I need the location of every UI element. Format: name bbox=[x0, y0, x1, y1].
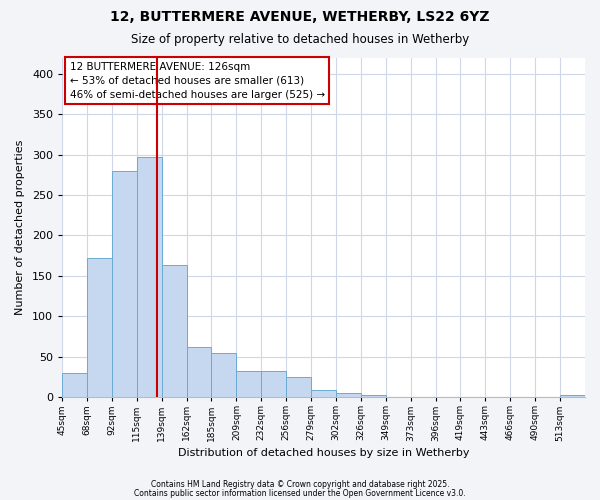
Bar bbox=[87, 258, 112, 397]
Text: Contains HM Land Registry data © Crown copyright and database right 2025.: Contains HM Land Registry data © Crown c… bbox=[151, 480, 449, 489]
Bar bbox=[112, 170, 137, 397]
Bar bbox=[187, 347, 211, 397]
Bar bbox=[137, 157, 161, 397]
Bar bbox=[161, 266, 187, 397]
Bar bbox=[236, 372, 261, 397]
Bar bbox=[286, 377, 311, 397]
Text: 12, BUTTERMERE AVENUE, WETHERBY, LS22 6YZ: 12, BUTTERMERE AVENUE, WETHERBY, LS22 6Y… bbox=[110, 10, 490, 24]
Bar bbox=[311, 390, 336, 397]
Bar bbox=[62, 373, 87, 397]
Bar bbox=[361, 395, 386, 397]
Text: 12 BUTTERMERE AVENUE: 126sqm
← 53% of detached houses are smaller (613)
46% of s: 12 BUTTERMERE AVENUE: 126sqm ← 53% of de… bbox=[70, 62, 325, 100]
Bar bbox=[211, 352, 236, 397]
X-axis label: Distribution of detached houses by size in Wetherby: Distribution of detached houses by size … bbox=[178, 448, 469, 458]
Text: Contains public sector information licensed under the Open Government Licence v3: Contains public sector information licen… bbox=[134, 488, 466, 498]
Bar bbox=[560, 395, 585, 397]
Bar bbox=[261, 372, 286, 397]
Bar bbox=[336, 393, 361, 397]
Y-axis label: Number of detached properties: Number of detached properties bbox=[15, 140, 25, 315]
Text: Size of property relative to detached houses in Wetherby: Size of property relative to detached ho… bbox=[131, 32, 469, 46]
